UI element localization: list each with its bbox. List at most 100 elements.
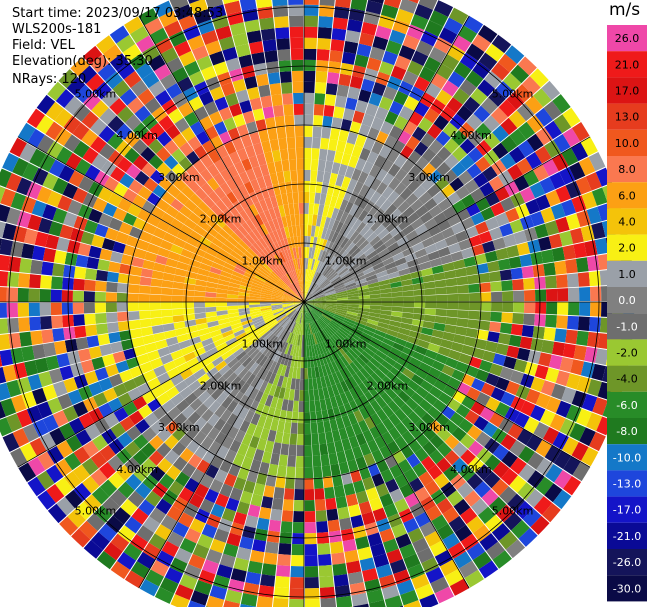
range-gate xyxy=(460,507,478,525)
range-gate xyxy=(256,324,268,332)
range-gate xyxy=(170,373,184,386)
range-gate xyxy=(348,348,359,360)
range-gate xyxy=(141,114,158,131)
range-gate xyxy=(317,159,326,172)
range-gate xyxy=(159,577,179,594)
range-gate xyxy=(108,217,123,231)
range-gate xyxy=(418,0,438,10)
range-gate xyxy=(401,173,415,188)
range-ring-label: 3.00km xyxy=(408,171,450,184)
range-gate xyxy=(513,175,530,192)
range-gate xyxy=(205,226,219,238)
range-gate xyxy=(448,515,466,533)
range-gate xyxy=(156,131,172,147)
range-ring-label: 5.00km xyxy=(75,505,117,518)
range-gate xyxy=(214,121,228,136)
range-gate xyxy=(270,302,283,304)
range-gate xyxy=(543,327,556,341)
range-gate xyxy=(278,265,286,276)
range-gate xyxy=(449,578,470,596)
range-gate xyxy=(317,365,324,378)
range-gate xyxy=(304,576,319,589)
range-gate xyxy=(322,205,330,217)
range-gate xyxy=(153,262,166,273)
range-gate xyxy=(327,519,341,532)
range-gate xyxy=(172,133,187,148)
range-gate xyxy=(431,360,445,372)
range-gate xyxy=(366,57,382,72)
range-gate xyxy=(382,404,395,418)
range-gate xyxy=(471,244,485,256)
range-gate xyxy=(144,342,158,354)
range-gate xyxy=(267,334,277,345)
range-gate xyxy=(329,257,339,268)
range-gate xyxy=(288,389,295,401)
range-gate xyxy=(457,293,470,302)
range-gate xyxy=(399,273,412,282)
range-gate xyxy=(268,384,277,397)
range-gate xyxy=(188,493,205,509)
range-gate xyxy=(239,338,251,348)
range-gate xyxy=(285,126,295,138)
range-gate xyxy=(250,311,262,317)
range-gate xyxy=(332,563,348,576)
range-gate xyxy=(376,408,389,422)
range-gate xyxy=(290,37,304,50)
range-gate xyxy=(314,304,326,309)
range-gate xyxy=(309,356,315,368)
range-gate xyxy=(282,299,294,302)
range-gate xyxy=(137,88,155,106)
range-gate xyxy=(324,288,335,295)
range-gate xyxy=(264,50,278,63)
range-gate xyxy=(325,296,337,300)
range-gate xyxy=(193,416,207,431)
range-gate xyxy=(304,293,312,302)
range-gate xyxy=(213,216,226,229)
range-gate xyxy=(187,136,202,151)
range-gate xyxy=(59,224,74,240)
range-gate xyxy=(366,216,378,229)
range-gate xyxy=(26,181,43,200)
range-gate xyxy=(358,295,370,299)
range-gate xyxy=(512,302,525,313)
range-gate xyxy=(73,446,91,464)
range-gate xyxy=(168,108,184,124)
range-gate xyxy=(277,240,285,252)
range-gate xyxy=(149,294,162,302)
range-gate xyxy=(178,487,194,503)
range-gate xyxy=(245,269,257,278)
range-gate xyxy=(243,272,255,280)
range-gate xyxy=(541,80,561,101)
range-gate xyxy=(140,268,154,278)
range-gate xyxy=(290,422,298,434)
range-gate xyxy=(146,214,161,228)
range-gate xyxy=(253,425,264,439)
range-gate xyxy=(293,236,299,248)
range-gate xyxy=(154,524,172,541)
range-gate xyxy=(495,343,509,356)
range-gate xyxy=(321,314,331,323)
range-gate xyxy=(366,250,378,260)
range-gate xyxy=(429,449,445,465)
range-gate xyxy=(454,267,468,278)
range-gate xyxy=(287,455,296,467)
range-gate xyxy=(136,353,150,366)
range-gate xyxy=(123,348,137,360)
range-gate xyxy=(475,464,493,481)
range-gate xyxy=(476,447,493,464)
range-gate xyxy=(238,197,249,210)
range-gate xyxy=(350,266,362,275)
range-gate xyxy=(373,553,390,568)
range-gate xyxy=(167,406,182,420)
range-gate xyxy=(31,200,47,217)
range-gate xyxy=(311,271,318,282)
range-gate xyxy=(330,39,345,52)
range-gate xyxy=(282,302,294,305)
range-gate xyxy=(370,220,382,232)
range-gate xyxy=(304,291,307,302)
range-gate xyxy=(149,235,163,247)
range-gate xyxy=(310,258,316,271)
range-gate xyxy=(608,252,622,269)
range-gate xyxy=(313,306,325,312)
